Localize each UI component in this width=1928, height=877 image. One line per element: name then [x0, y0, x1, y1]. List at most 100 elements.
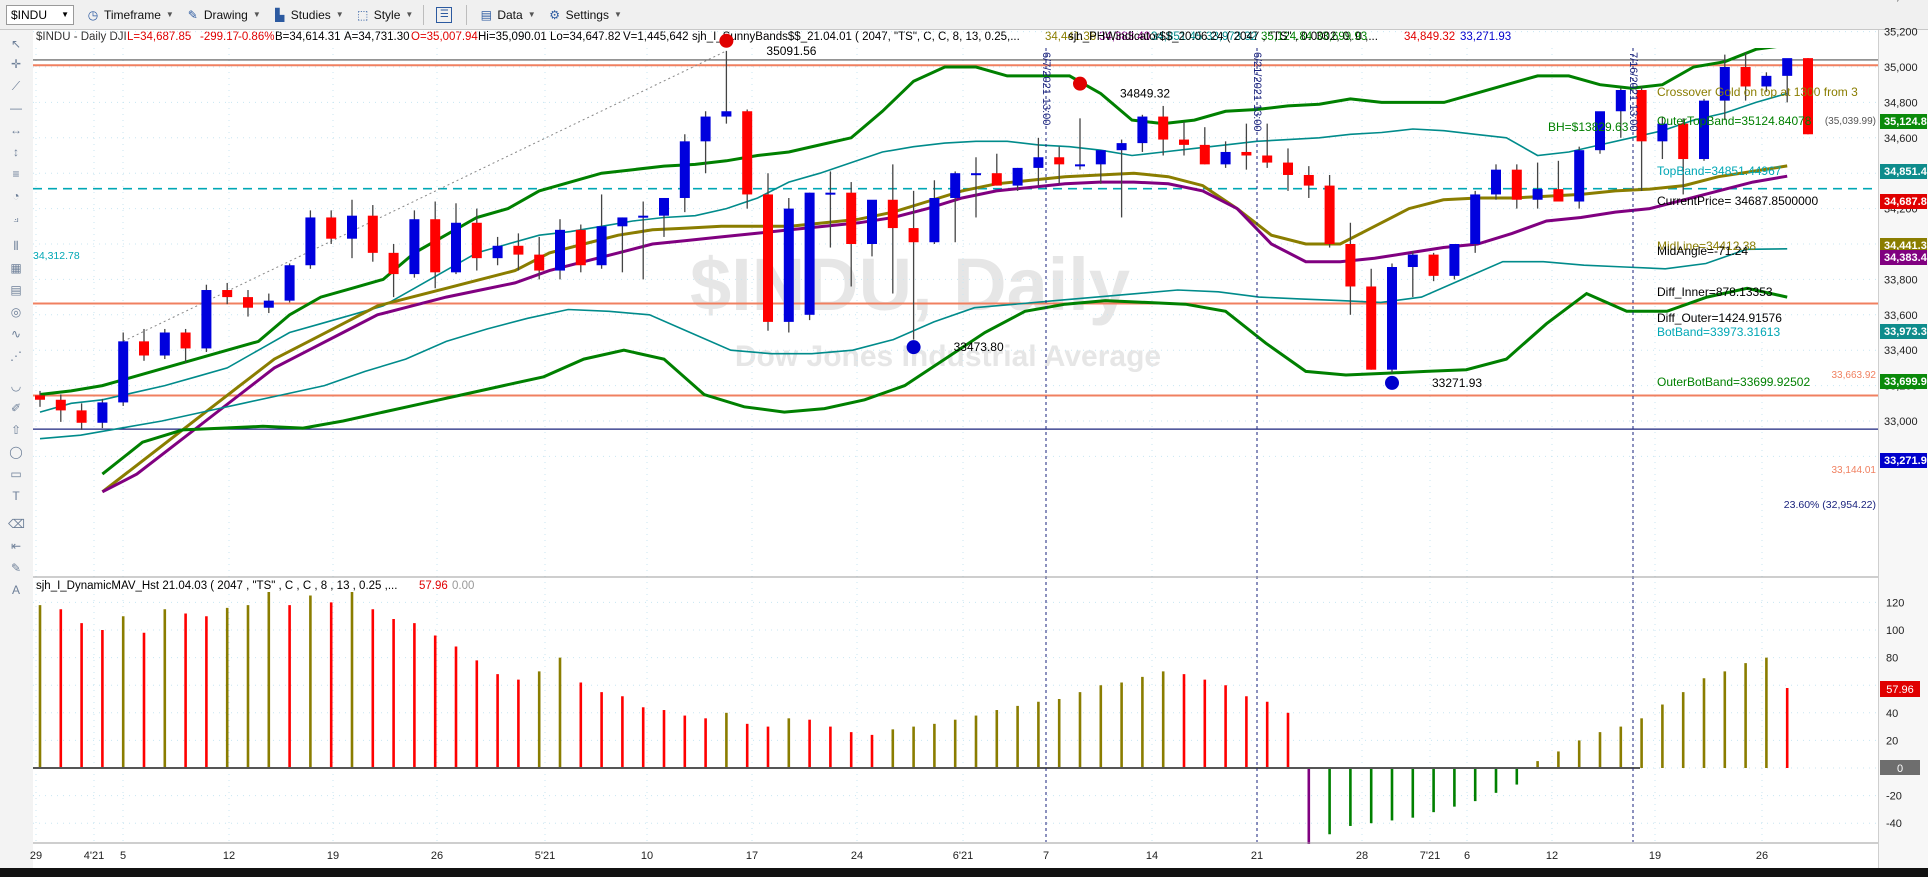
- studies-menu[interactable]: ▙ Studies ▼: [273, 8, 344, 22]
- outer-bot-band-label: OuterBotBand=33699.92502: [1657, 375, 1810, 389]
- candle-body: [243, 297, 253, 308]
- ellipse-icon[interactable]: ◯: [9, 445, 23, 459]
- arrow-icon[interactable]: ↔: [10, 123, 22, 137]
- candle-body: [742, 111, 753, 195]
- swing-marker-dot: [906, 340, 921, 355]
- candle-body: [929, 197, 940, 243]
- sunnybands-value: 34,441.36: [1045, 31, 1096, 43]
- lower-y-tick-label: -40: [1886, 818, 1902, 830]
- candle-body: [596, 226, 607, 266]
- bar-chart-icon: ▙: [275, 7, 285, 22]
- candle-body: [804, 192, 815, 315]
- arrow-up-icon[interactable]: ⇧: [10, 423, 22, 437]
- candle-body: [617, 217, 628, 227]
- text-icon[interactable]: T: [12, 489, 20, 503]
- text-label-icon[interactable]: A: [11, 583, 20, 597]
- candle-body: [1657, 123, 1668, 142]
- settings-menu[interactable]: ⚙ Settings ▼: [548, 8, 622, 22]
- sunnybands-value: 35,124.84: [1261, 31, 1313, 43]
- candle-body: [326, 217, 337, 239]
- candle-body: [388, 252, 399, 275]
- candle-body: [347, 215, 357, 239]
- rectangle-icon[interactable]: ▭: [10, 467, 22, 481]
- timeframe-menu[interactable]: ◷ Timeframe ▼: [86, 8, 174, 22]
- fibonacci-icon[interactable]: ≡: [12, 167, 20, 181]
- price-badge: [1880, 324, 1927, 339]
- pointer-icon[interactable]: ↖: [10, 37, 22, 51]
- wave-icon[interactable]: ∿: [10, 327, 22, 341]
- candle-body: [1283, 162, 1293, 175]
- y-tick-label: 35,000: [1884, 62, 1918, 74]
- candle-body: [887, 199, 898, 229]
- swing-marker-label: 33271.93: [1432, 376, 1482, 390]
- trendline-icon[interactable]: ⟋: [11, 79, 21, 93]
- phw-value: 34,849.32: [1404, 31, 1455, 43]
- candle-body: [659, 197, 669, 216]
- vertical-line-icon[interactable]: ↕: [13, 145, 19, 159]
- style-icon: ⬚: [357, 7, 369, 22]
- candle-body: [700, 116, 711, 142]
- candle-body: [679, 141, 690, 198]
- mid-line-band: [101, 164, 1788, 493]
- gann-icon[interactable]: ◔: [12, 189, 20, 203]
- candle-body: [222, 290, 233, 298]
- crosshair-icon[interactable]: ✛: [10, 57, 22, 71]
- panels-button[interactable]: ☰: [436, 6, 456, 23]
- zoom-out-icon[interactable]: ⇤: [10, 539, 22, 553]
- sunnybands-value: 34,383.40: [1099, 31, 1150, 43]
- arc-icon[interactable]: ◡: [10, 379, 22, 393]
- candle-body: [1678, 123, 1689, 160]
- x-tick-label: 24: [851, 850, 863, 862]
- window-bottom-edge: [0, 868, 1928, 877]
- candle-body: [1012, 167, 1023, 186]
- horizontal-line-icon[interactable]: ―: [10, 101, 22, 115]
- candle-body: [575, 229, 586, 266]
- y-tick-label: 33,800: [1884, 274, 1918, 286]
- candle-body: [1241, 151, 1252, 156]
- active-pencil-icon[interactable]: ✎: [10, 561, 22, 575]
- dynamicmav-study-label[interactable]: sjh_I_DynamicMAV_Hst 21.04.03 ( 2047 , "…: [36, 580, 397, 592]
- candle-body: [950, 173, 961, 198]
- style-label: Style: [373, 7, 401, 22]
- x-tick-label: 5: [120, 850, 126, 862]
- candle-body: [55, 399, 66, 411]
- lower-y-tick-label: 20: [1886, 735, 1898, 747]
- candle-body: [305, 217, 316, 266]
- candle-body: [35, 395, 45, 400]
- layers-icon[interactable]: ▤: [10, 283, 22, 297]
- grid-icon[interactable]: ▦: [10, 261, 22, 275]
- phw-value: 33,271.93: [1460, 31, 1511, 43]
- price-badge-text: 34,687.8: [1884, 196, 1927, 208]
- spiral-icon[interactable]: ◎: [10, 305, 22, 319]
- price-badge-text: 33,699.9: [1884, 376, 1927, 388]
- phw-study-label[interactable]: sjh_PHWindicator$$_20.06.24 ( 2047 , "TS…: [1068, 31, 1378, 43]
- data-menu[interactable]: ▤ Data ▼: [479, 8, 536, 22]
- candle-body: [1179, 139, 1189, 145]
- current-price-label: CurrentPrice= 34687.8500000: [1657, 194, 1818, 208]
- style-menu[interactable]: ⬚ Style ▼: [356, 7, 413, 22]
- symbol-input[interactable]: $INDU ▼: [6, 4, 74, 25]
- candle-body: [430, 219, 441, 273]
- mid-angle-label: MidAngle=-71.24: [1657, 244, 1748, 258]
- dynamicmav-value: 57.96: [419, 580, 448, 592]
- phw-values: 34,849.32 33,271.93: [1404, 31, 1511, 43]
- brush-icon[interactable]: ✐: [10, 401, 22, 415]
- high-price: Hi=35,090.01: [478, 31, 547, 43]
- swing-marker-label: 33473.80: [954, 340, 1004, 354]
- candle-body: [1782, 58, 1793, 76]
- candle-body: [555, 229, 565, 271]
- pitchfork-icon[interactable]: ⟓: [13, 211, 19, 225]
- instrument-label: $INDU - Daily DJI: [36, 31, 127, 43]
- candle-body: [1699, 100, 1709, 160]
- chevron-down-icon[interactable]: ▼: [61, 10, 69, 19]
- sunnybands-value: 33,973.32: [1206, 31, 1257, 43]
- fan-icon[interactable]: ⋰: [10, 349, 22, 363]
- watermark-title: $INDU, Daily: [690, 243, 1130, 326]
- delete-drawings-icon[interactable]: ⌫: [8, 517, 25, 531]
- candle-body: [1740, 67, 1751, 87]
- sunnybands-study-label[interactable]: sjh_I_SunnyBands$$_21.04.01 ( 2047, "TS"…: [692, 31, 1020, 43]
- candle-body: [97, 402, 108, 423]
- drawing-menu[interactable]: ✎ Drawing ▼: [186, 8, 261, 22]
- channel-icon[interactable]: ⫴: [13, 239, 19, 253]
